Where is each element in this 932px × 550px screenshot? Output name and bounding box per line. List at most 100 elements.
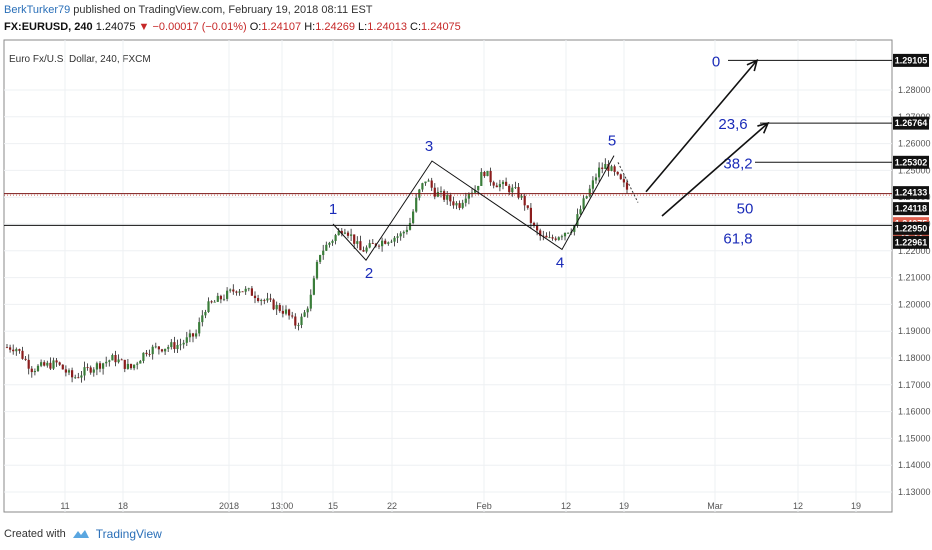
price-tick-label: 1.25000 bbox=[898, 165, 931, 175]
publish-info: BerkTurker79 published on TradingView.co… bbox=[4, 4, 373, 16]
time-tick-label: Feb bbox=[476, 501, 492, 511]
candle-body bbox=[49, 362, 52, 369]
candle-body bbox=[105, 361, 108, 364]
candle-body bbox=[526, 205, 529, 208]
candle-body bbox=[573, 225, 576, 232]
candle-body bbox=[604, 163, 607, 169]
published-text: published on TradingView.com, February 1… bbox=[73, 4, 373, 16]
candle-body bbox=[18, 349, 21, 351]
high-value: 1.24269 bbox=[315, 21, 355, 33]
candle-body bbox=[108, 360, 111, 362]
target-arrow-upper-head bbox=[746, 58, 759, 72]
candle-body bbox=[477, 185, 480, 191]
candle-body bbox=[343, 232, 346, 234]
footer: Created with TradingView bbox=[4, 527, 162, 541]
symbol-interval: FX:EURUSD, 240 bbox=[4, 21, 93, 33]
candle-body bbox=[585, 196, 588, 199]
candle-body bbox=[532, 222, 536, 226]
candle-body bbox=[179, 344, 182, 346]
price-tick-label: 1.22000 bbox=[898, 246, 931, 256]
candle-body bbox=[71, 370, 74, 378]
candle-body bbox=[480, 171, 483, 186]
candle-body bbox=[430, 180, 433, 188]
candle-body bbox=[238, 291, 241, 293]
candle-body bbox=[517, 187, 520, 198]
high-label: H: bbox=[304, 21, 316, 33]
candle-body bbox=[164, 348, 167, 352]
chart-title: Euro Fx/U.S. Dollar, 240, FXCM bbox=[9, 54, 151, 65]
candle-body bbox=[195, 333, 198, 337]
candle-body bbox=[625, 182, 629, 190]
candle-body bbox=[458, 203, 461, 208]
candle-body bbox=[384, 240, 387, 244]
candle-body bbox=[52, 360, 55, 369]
last-price: 1.24075 bbox=[95, 21, 136, 33]
candle-body bbox=[247, 288, 250, 290]
candle-body bbox=[439, 191, 443, 192]
candle-body bbox=[529, 207, 532, 223]
symbol-info-line: FX:EURUSD, 240 1.24075 ▼ −0.00017 (−0.01… bbox=[4, 21, 461, 33]
candle-body bbox=[371, 243, 374, 244]
candle-body bbox=[61, 364, 64, 370]
wave-label: 4 bbox=[556, 254, 564, 271]
candle-body bbox=[508, 185, 511, 193]
candle-body bbox=[424, 181, 427, 184]
candle-body bbox=[145, 352, 148, 355]
candle-body bbox=[340, 230, 343, 234]
candle-body bbox=[266, 298, 269, 301]
candle-body bbox=[359, 241, 362, 251]
candle-body bbox=[80, 375, 83, 378]
candle-body bbox=[402, 231, 405, 234]
candle-body bbox=[557, 237, 560, 240]
price-tag bbox=[893, 235, 929, 249]
candle-body bbox=[368, 243, 371, 248]
candle-body bbox=[123, 359, 126, 369]
price-tag bbox=[893, 186, 929, 200]
candle-body bbox=[461, 202, 464, 208]
candle-body bbox=[148, 354, 151, 355]
time-axis[interactable]: 11 18 2018 13:00 15 22 Feb 12 19 Mar 12 19 bbox=[60, 501, 861, 511]
time-tick-label: 19 bbox=[851, 501, 861, 511]
candle-body bbox=[464, 198, 467, 203]
candle-body bbox=[495, 185, 498, 188]
candle-body bbox=[229, 289, 232, 291]
candle-body bbox=[613, 166, 616, 172]
candle-body bbox=[319, 255, 322, 262]
time-tick-label: Mar bbox=[707, 501, 723, 511]
author-link[interactable]: BerkTurker79 bbox=[4, 4, 71, 16]
candle-body bbox=[309, 294, 312, 309]
candle-body bbox=[173, 342, 176, 350]
price-axis[interactable]: 1.280001.270001.260001.250001.240001.230… bbox=[898, 85, 931, 497]
candle-body bbox=[381, 240, 384, 247]
low-label: L: bbox=[358, 21, 368, 33]
candle-body bbox=[170, 342, 173, 348]
candle-body bbox=[536, 225, 539, 231]
candle-body bbox=[136, 363, 139, 365]
wave-label: 3 bbox=[425, 138, 433, 155]
price-tick-label: 1.19000 bbox=[898, 326, 931, 336]
candle-body bbox=[576, 214, 579, 226]
time-tick-label: 18 bbox=[118, 501, 128, 511]
candle-body bbox=[412, 211, 415, 224]
candle-body bbox=[322, 250, 325, 256]
price-tag-text: 1.24118 bbox=[895, 204, 927, 214]
candle-body bbox=[167, 347, 170, 349]
candle-body bbox=[291, 315, 294, 317]
candle-body bbox=[219, 295, 222, 300]
price-tag-text: 1.25302 bbox=[895, 157, 928, 167]
tradingview-brand[interactable]: TradingView bbox=[95, 527, 162, 541]
candle-body bbox=[27, 359, 30, 369]
candle-body bbox=[207, 301, 210, 312]
candle-body bbox=[563, 232, 567, 237]
elliott-wave-drawing: 1 2 3 4 5 bbox=[329, 58, 770, 282]
candle-body bbox=[548, 237, 551, 239]
low-value: 1.24013 bbox=[367, 21, 407, 33]
projection-dots bbox=[617, 162, 639, 203]
candle-body bbox=[5, 347, 9, 349]
candle-body bbox=[191, 333, 195, 337]
time-tick-label: 22 bbox=[387, 501, 397, 511]
candle-body bbox=[483, 171, 486, 177]
candle-body bbox=[390, 241, 393, 243]
time-tick-label: 13:00 bbox=[271, 501, 294, 511]
